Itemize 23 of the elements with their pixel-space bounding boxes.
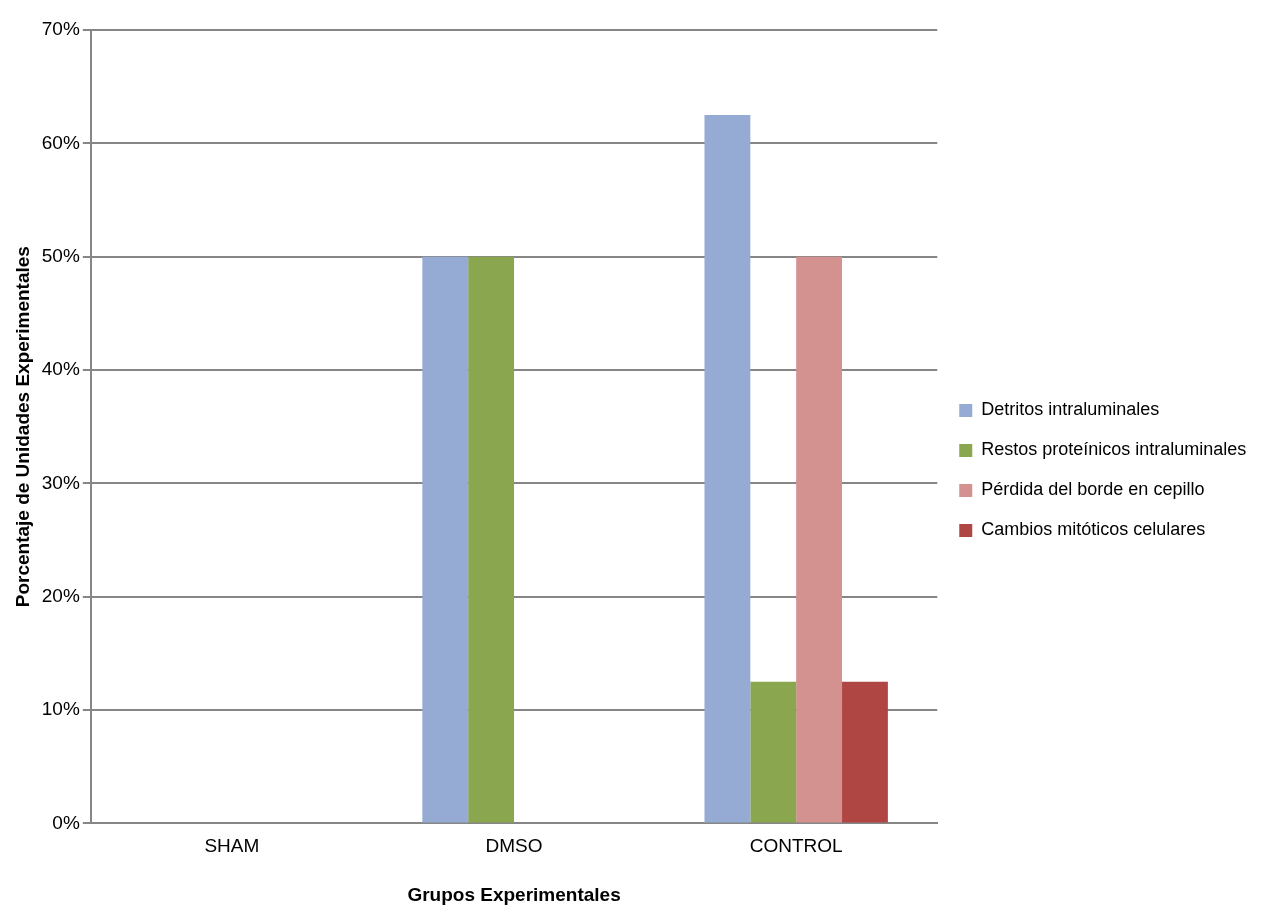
y-tick-label: 40% — [41, 358, 80, 380]
y-tick-label: 50% — [41, 244, 80, 266]
bar — [750, 681, 797, 823]
legend-label: Pérdida del borde en cepillo — [981, 479, 1205, 500]
x-tick-label: SHAM — [204, 835, 260, 857]
legend-label: Cambios mitóticos celulares — [981, 519, 1206, 540]
x-tick-label: DMSO — [485, 835, 543, 857]
y-tick-label: 30% — [41, 471, 80, 493]
bar — [842, 681, 888, 823]
bar — [468, 256, 515, 823]
x-axis-title: Grupos Experimentales — [407, 883, 621, 905]
x-tick-label: CONTROL — [749, 835, 843, 857]
legend-label: Detritos intraluminales — [981, 399, 1160, 420]
y-tick-label: 60% — [41, 131, 80, 153]
bar — [704, 115, 751, 823]
bar — [422, 256, 469, 823]
bar — [796, 256, 843, 823]
y-axis-title: Porcentaje de Unidades Experimentales — [11, 246, 33, 608]
y-tick-label: 10% — [41, 698, 80, 720]
y-tick-label: 70% — [41, 18, 80, 40]
y-tick-label: 20% — [41, 584, 80, 606]
y-tick-label: 0% — [52, 811, 80, 833]
legend-label: Restos proteínicos intraluminales — [981, 439, 1247, 460]
